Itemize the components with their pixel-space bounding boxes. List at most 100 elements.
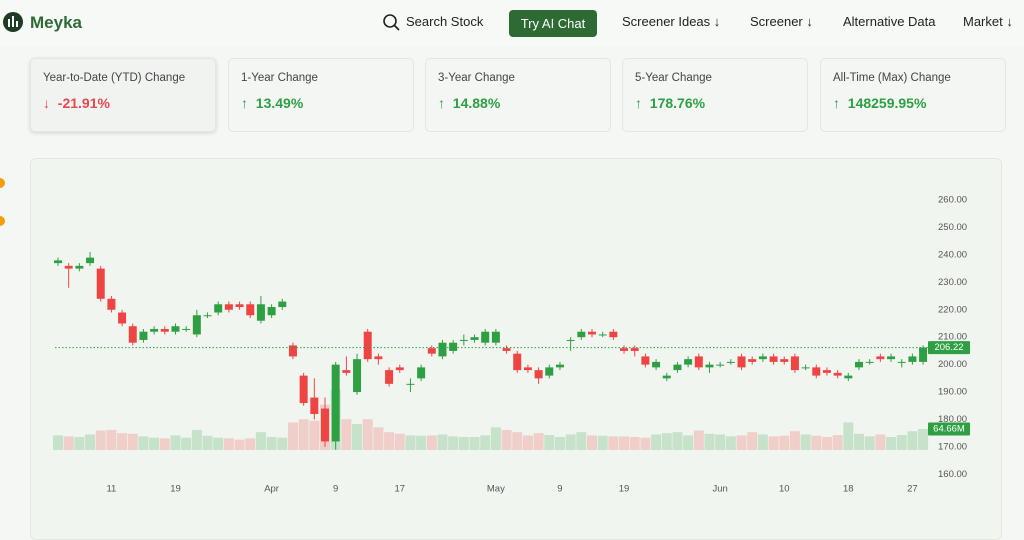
candle-body [630, 348, 639, 351]
candle-body [363, 331, 372, 360]
chart-panel [30, 158, 1002, 540]
stat-number: -21.91% [57, 95, 110, 111]
search-icon[interactable] [382, 13, 402, 33]
stat-card[interactable]: 5-Year Change ↑ 178.76% [622, 58, 808, 132]
candle-body [662, 375, 671, 379]
nav-link[interactable]: Search Stock [406, 14, 484, 29]
volume-bar [202, 435, 213, 450]
side-dot [0, 216, 5, 226]
stat-number: 148259.95% [847, 95, 927, 111]
volume-bar [640, 437, 651, 450]
y-tick-label: 250.00 [938, 222, 967, 233]
x-tick-label: 19 [170, 484, 181, 495]
nav-link[interactable]: Screener Ideas ↓ [622, 14, 721, 29]
volume-bar [693, 430, 704, 450]
volume-bar [715, 434, 726, 450]
stat-number: 14.88% [452, 95, 501, 111]
candle-body [288, 345, 297, 357]
nav-button[interactable]: Try AI Chat [509, 10, 597, 37]
x-tick-label: 9 [557, 484, 562, 495]
volume-tag-label: 64.66M [933, 424, 965, 435]
volume-bar [886, 437, 897, 450]
volume-bar [127, 433, 138, 450]
candle-body [160, 328, 169, 332]
candle-body [758, 356, 767, 360]
volume-bar [522, 435, 533, 450]
price-tag [928, 341, 970, 355]
x-tick-label: May [487, 484, 505, 495]
volume-bar [661, 433, 672, 450]
stat-label: Year-to-Date (YTD) Change [43, 72, 186, 84]
candle-body [737, 356, 746, 368]
volume-bar [651, 434, 662, 450]
volume-bar [159, 438, 170, 450]
candle-body [256, 304, 265, 321]
volume-bar [725, 436, 736, 450]
candle-body [64, 265, 73, 269]
volume-bar [458, 437, 469, 450]
stat-value: ↑ 178.76% [635, 95, 705, 111]
candle-body [588, 331, 596, 335]
x-tick-label: 27 [907, 484, 918, 495]
candle-body [502, 348, 511, 351]
candle-body [54, 260, 62, 264]
candle-body [652, 361, 661, 368]
volume-bar [597, 435, 608, 450]
volume-bar [587, 435, 597, 450]
volume-bar [490, 427, 501, 450]
volume-bar [565, 434, 576, 450]
volume-bar [170, 435, 181, 450]
page: {"header": {"brand": "Meyka", "nav": ["S… [0, 9, 1013, 540]
candle-body [577, 331, 586, 338]
candle-body [246, 304, 255, 316]
candle-body [182, 328, 191, 330]
x-tick-label: 18 [843, 484, 854, 495]
volume-bar [213, 437, 224, 450]
nav-link[interactable]: Alternative Data [843, 14, 936, 29]
stat-label: 5-Year Change [635, 72, 712, 84]
candle-body [278, 301, 287, 308]
stat-card[interactable]: All-Time (Max) Change ↑ 148259.95% [820, 58, 1006, 132]
brand[interactable]: Meyka [30, 13, 82, 32]
y-tick-label: 260.00 [938, 195, 967, 206]
volume-bar [918, 429, 929, 450]
candle-body [342, 370, 351, 373]
stat-card[interactable]: 3-Year Change ↑ 14.88% [425, 58, 611, 132]
logo[interactable] [2, 9, 24, 35]
volume-bar [448, 436, 459, 450]
candle-body [331, 364, 340, 442]
candle-body [459, 339, 468, 341]
volume-bar [512, 432, 523, 450]
candle-body [801, 367, 810, 369]
volume-bar [277, 437, 288, 450]
volume-bar [138, 436, 149, 450]
candle-body [641, 356, 650, 365]
candle-body [395, 367, 404, 371]
stat-arrow: ↑ [241, 95, 248, 111]
candle-body [566, 339, 575, 341]
volume-bar [95, 430, 106, 450]
volume-bar [896, 435, 907, 450]
candle-body [481, 331, 490, 343]
candle-body [118, 312, 127, 324]
stat-card[interactable]: 1-Year Change ↑ 13.49% [228, 58, 414, 132]
volume-bar [864, 436, 875, 450]
stat-card[interactable]: Year-to-Date (YTD) Change ↓ -21.91% [30, 58, 216, 132]
volume-bar [234, 439, 245, 450]
candle-body [716, 364, 725, 366]
volume-bar [405, 435, 416, 450]
volume-bar [255, 432, 266, 450]
candle-body [353, 359, 362, 393]
candle-body [545, 367, 554, 376]
y-tick-label: 160.00 [938, 469, 967, 480]
candle-body [748, 359, 757, 362]
volume-bar [309, 420, 320, 450]
stat-value: ↑ 148259.95% [833, 95, 926, 111]
volume-bar [619, 436, 630, 450]
candle-body [513, 353, 522, 371]
nav-link[interactable]: Screener ↓ [750, 14, 813, 29]
volume-bar [789, 431, 800, 450]
nav-link[interactable]: Market ↓ [963, 14, 1013, 29]
candle-body [139, 331, 148, 340]
candle-body [470, 337, 479, 340]
